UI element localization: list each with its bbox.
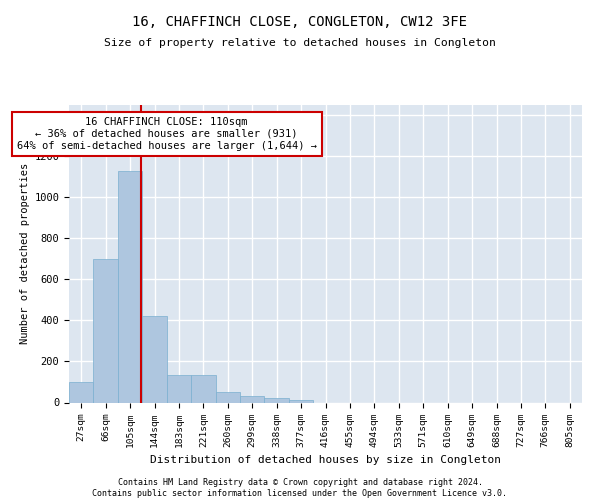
Text: 16 CHAFFINCH CLOSE: 110sqm
← 36% of detached houses are smaller (931)
64% of sem: 16 CHAFFINCH CLOSE: 110sqm ← 36% of deta… (17, 118, 317, 150)
Bar (240, 396, 265, 402)
Text: 16, CHAFFINCH CLOSE, CONGLETON, CW12 3FE: 16, CHAFFINCH CLOSE, CONGLETON, CW12 3FE (133, 15, 467, 29)
Bar (215, 392, 240, 402)
Bar (265, 398, 289, 402)
Y-axis label: Number of detached properties: Number of detached properties (20, 163, 30, 344)
Text: Contains HM Land Registry data © Crown copyright and database right 2024.
Contai: Contains HM Land Registry data © Crown c… (92, 478, 508, 498)
Bar (289, 400, 313, 402)
Bar (167, 375, 191, 402)
Bar (69, 382, 94, 402)
X-axis label: Distribution of detached houses by size in Congleton: Distribution of detached houses by size … (150, 455, 501, 465)
Bar (94, 259, 118, 402)
Text: Size of property relative to detached houses in Congleton: Size of property relative to detached ho… (104, 38, 496, 48)
Bar (142, 316, 167, 402)
Bar (118, 170, 142, 402)
Bar (191, 375, 215, 402)
